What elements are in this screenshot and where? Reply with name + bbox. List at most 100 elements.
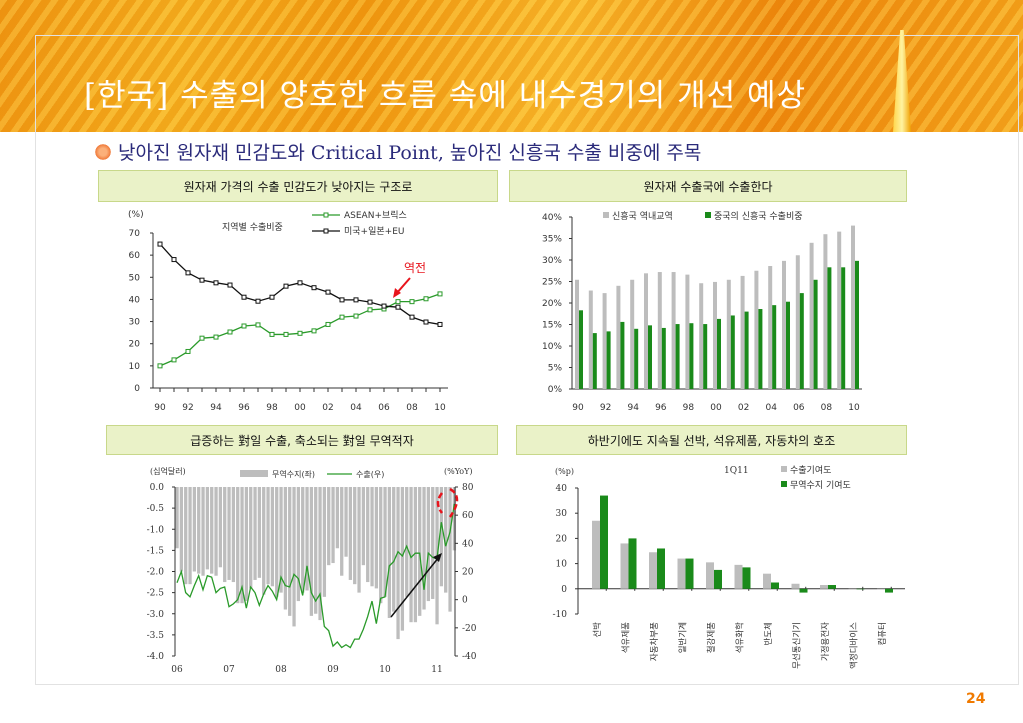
- data-point: [255, 322, 261, 328]
- flower-bullet-icon: [94, 142, 112, 161]
- bar: [253, 487, 257, 580]
- category-label: 반도체: [763, 622, 774, 645]
- bar: [249, 487, 253, 589]
- y-tick-label: 50: [129, 273, 141, 283]
- legend-label: 수출(우): [356, 469, 384, 479]
- x-tick-label: 11: [431, 665, 442, 675]
- bar: [387, 487, 392, 618]
- bar: [685, 558, 694, 589]
- bar: [730, 315, 735, 389]
- bar: [786, 301, 790, 389]
- trend-arrow: [390, 556, 440, 618]
- data-point: [157, 363, 163, 369]
- legend-label: 무역수지(좌): [272, 469, 315, 479]
- bar: [841, 267, 846, 389]
- bar: [361, 487, 366, 566]
- bar: [649, 552, 657, 589]
- y-tick-label: 70: [129, 229, 141, 239]
- x-tick-label: 92: [182, 403, 193, 413]
- data-point: [437, 321, 443, 327]
- data-point: [339, 297, 345, 303]
- bar: [236, 487, 240, 604]
- bar: [374, 487, 379, 589]
- bar: [257, 487, 262, 578]
- bar: [314, 487, 318, 614]
- chart-emerging-share: [569, 212, 862, 390]
- highlight-circle: [448, 487, 459, 518]
- bar: [877, 588, 885, 590]
- bar: [579, 310, 583, 389]
- y-tick-label: 40: [129, 295, 141, 305]
- y-tick-label: 25%: [542, 278, 562, 288]
- page-number: 24: [966, 691, 986, 707]
- x-tick-label: 94: [627, 403, 639, 413]
- x-tick-label: 06: [793, 403, 805, 413]
- category-label: 선박: [592, 622, 603, 638]
- bar: [602, 293, 607, 389]
- bar: [279, 487, 283, 593]
- x-tick-label: 07: [223, 665, 235, 675]
- bar: [292, 487, 296, 627]
- y-tick-label-right: 20: [462, 568, 474, 578]
- y-tick-label-left: -2.5: [147, 589, 165, 599]
- bar: [657, 548, 665, 589]
- bar: [210, 487, 214, 574]
- data-point: [395, 304, 401, 310]
- bar: [175, 487, 179, 549]
- bar: [322, 487, 327, 597]
- x-tick-label: 06: [378, 403, 390, 413]
- y-tick-label-left: -3.0: [147, 610, 165, 620]
- x-tick-label: 02: [738, 403, 749, 413]
- bar: [357, 487, 361, 593]
- bar: [661, 327, 666, 389]
- bar: [634, 328, 639, 389]
- bar: [344, 487, 348, 557]
- bar: [309, 487, 314, 616]
- x-tick-label: 10: [848, 403, 860, 413]
- x-tick-label: 98: [683, 403, 695, 413]
- chart-contribution: [575, 466, 905, 615]
- bar: [400, 487, 405, 631]
- bar: [331, 487, 335, 564]
- bar: [734, 564, 743, 589]
- bar: [270, 487, 275, 587]
- x-tick-label: 90: [154, 403, 166, 413]
- legend-swatch: [705, 212, 711, 218]
- data-point: [255, 298, 261, 304]
- bar: [809, 242, 814, 389]
- bar: [588, 290, 593, 389]
- bar: [630, 279, 635, 389]
- bar: [179, 487, 184, 572]
- x-tick-label: 04: [765, 403, 777, 413]
- legend-marker: [323, 228, 329, 234]
- bar: [296, 487, 301, 602]
- category-label: 석유제품: [621, 622, 632, 653]
- y-axis-label-left: (십억달러): [150, 466, 186, 476]
- y-tick-label: 0: [561, 585, 567, 595]
- bar: [184, 487, 188, 585]
- bar: [795, 255, 800, 389]
- bar: [689, 323, 694, 389]
- bar: [837, 231, 842, 389]
- bar: [283, 487, 288, 610]
- bar: [791, 583, 800, 589]
- bar: [699, 283, 704, 389]
- x-tick-label: 10: [434, 403, 446, 413]
- data-point: [437, 291, 443, 297]
- x-tick-label: 90: [572, 403, 584, 413]
- bar: [675, 324, 680, 389]
- x-tick-label: 00: [294, 403, 306, 413]
- bar: [592, 333, 597, 389]
- bar: [828, 585, 836, 589]
- bar: [616, 285, 621, 389]
- bar: [799, 293, 804, 389]
- bar: [600, 495, 608, 589]
- slide-subtitle: 낮아진 원자재 민감도와 Critical Point, 높아진 신흥국 수출 …: [94, 138, 701, 165]
- data-point: [227, 329, 233, 335]
- legend-label: 무역수지 기여도: [790, 479, 851, 491]
- category-label: 일반기계: [678, 622, 689, 653]
- bar: [706, 562, 714, 589]
- slide-title: [한국] 수출의 양호한 흐름 속에 내수경기의 개선 예상: [84, 78, 807, 114]
- y-tick-label: 20: [556, 534, 568, 544]
